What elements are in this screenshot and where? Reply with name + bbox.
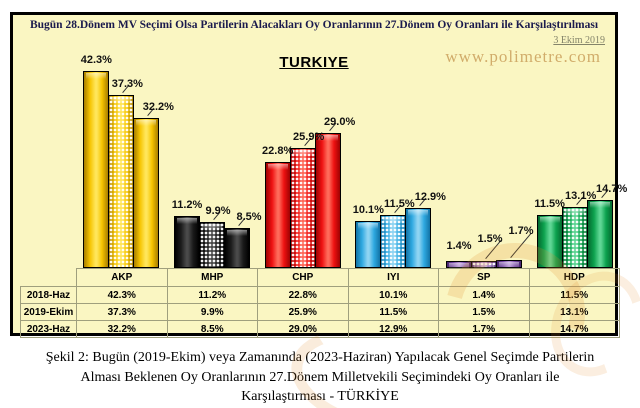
bar-value-label: 12.9% [414,191,446,203]
value-cell: 22.8% [257,286,349,304]
bar-value-label: 1.7% [508,225,534,237]
bar-hdp-2018-haz [536,215,563,268]
table-header-cell-mhp: MHP [166,268,258,287]
bar-mhp-2023-haz [224,228,250,268]
value-cell: 25.9% [257,303,349,321]
date-label: 3 Ekim 2019 [553,35,605,46]
bar-value-label: 25.9% [293,131,325,143]
bar-akp-2023-haz [133,118,160,268]
bar-value-label: 42.3% [80,54,112,66]
data-table: AKP MHP CHP IYI SP HDP 2018-Haz 42.3% 11.2% 22.8%… [20,268,620,338]
bar-sp-2023-haz [496,260,522,268]
value-cell: 1.7% [438,320,530,338]
bar-iyi-2018-haz [355,221,382,268]
row-label-cell: 2019-Ekim [20,303,77,321]
row-label-cell: 2018-Haz [20,286,77,304]
bar-sp-2018-haz [446,261,472,269]
table-header-cell-iyi: IYI [347,268,439,287]
bar-sp-2019-ekim [471,261,497,269]
table-row-2023-haz: 2023-Haz 32.2% 8.5% 29.0% 12.9% 1.7% 14.7% [20,320,620,338]
bar-iyi-2023-haz [405,208,432,268]
bar-value-label: 13.1% [565,190,597,202]
value-cell: 11.5% [528,286,620,304]
table-header-cell-chp: CHP [257,268,349,287]
table-header-row: AKP MHP CHP IYI SP HDP [21,268,620,287]
value-cell: 10.1% [347,286,439,304]
value-cell: 12.9% [347,320,439,338]
value-cell: 14.7% [528,320,620,338]
bar-value-label: 11.5% [384,198,415,210]
table-header-cell-hdp: HDP [528,268,620,287]
bar-chp-2018-haz [264,162,291,268]
bar-value-label: 1.5% [477,233,503,245]
value-cell: 42.3% [76,286,168,304]
row-label-cell: 2023-Haz [20,320,77,338]
figure-caption-wrap: Şekil 2: Bugün (2019-Ekim) veya Zamanınd… [0,348,640,407]
bar-value-label: 1.4% [446,240,472,252]
bar-akp-2019-ekim [108,95,135,268]
value-cell: 29.0% [257,320,349,338]
bar-akp-2018-haz [83,71,110,268]
bar-value-label: 32.2% [142,101,174,113]
value-cell: 8.5% [166,320,258,338]
value-cell: 13.1% [528,303,620,321]
bar-value-label: 22.8% [262,145,294,157]
table-header-cell-sp: SP [438,268,530,287]
value-cell: 11.2% [166,286,258,304]
value-cell: 11.5% [347,303,439,321]
bar-value-label: 14.7% [596,183,628,195]
value-cell: 9.9% [166,303,258,321]
bar-chp-2019-ekim [289,148,316,268]
bar-value-label: 8.5% [236,211,262,223]
bar-mhp-2019-ekim [199,222,225,268]
bar-chp-2023-haz [314,133,341,268]
bar-value-label: 29.0% [324,116,356,128]
bar-value-label: 11.2% [171,199,203,211]
region-title: TURKIYE [279,54,349,71]
value-cell: 37.3% [76,303,168,321]
bar-value-label: 37.3% [111,78,143,90]
table-row-2019-ekim: 2019-Ekim 37.3% 9.9% 25.9% 11.5% 1.5% 13.1% [20,303,620,321]
chart-title: Bugün 28.Dönem MV Seçimi Olsa Partilerin… [29,19,599,31]
bar-hdp-2023-haz [586,200,613,268]
bar-chart: 42.3% 37.3% 32.2% 11.2% 9.9% 8.5% 22.8% 25.9% 29… [20,54,627,269]
bar-value-label: 9.9% [205,205,231,217]
bar-hdp-2019-ekim [561,207,588,268]
figure-caption: Şekil 2: Bugün (2019-Ekim) veya Zamanınd… [45,350,595,405]
bar-iyi-2019-ekim [380,215,407,268]
table-corner-cell [21,269,77,287]
table-header-cell-akp: AKP [76,268,168,287]
bar-mhp-2018-haz [174,216,200,268]
chart-panel: Bugün 28.Dönem MV Seçimi Olsa Partilerin… [10,12,640,408]
table-row-2018-haz: 2018-Haz 42.3% 11.2% 22.8% 10.1% 1.4% 11.5% [20,286,620,304]
bar-value-label: 10.1% [352,204,384,216]
website-watermark: www.polimetre.com [445,47,601,66]
value-cell: 1.4% [438,286,530,304]
bar-value-label: 11.5% [534,198,565,210]
value-cell: 1.5% [438,303,530,321]
value-cell: 32.2% [76,320,168,338]
